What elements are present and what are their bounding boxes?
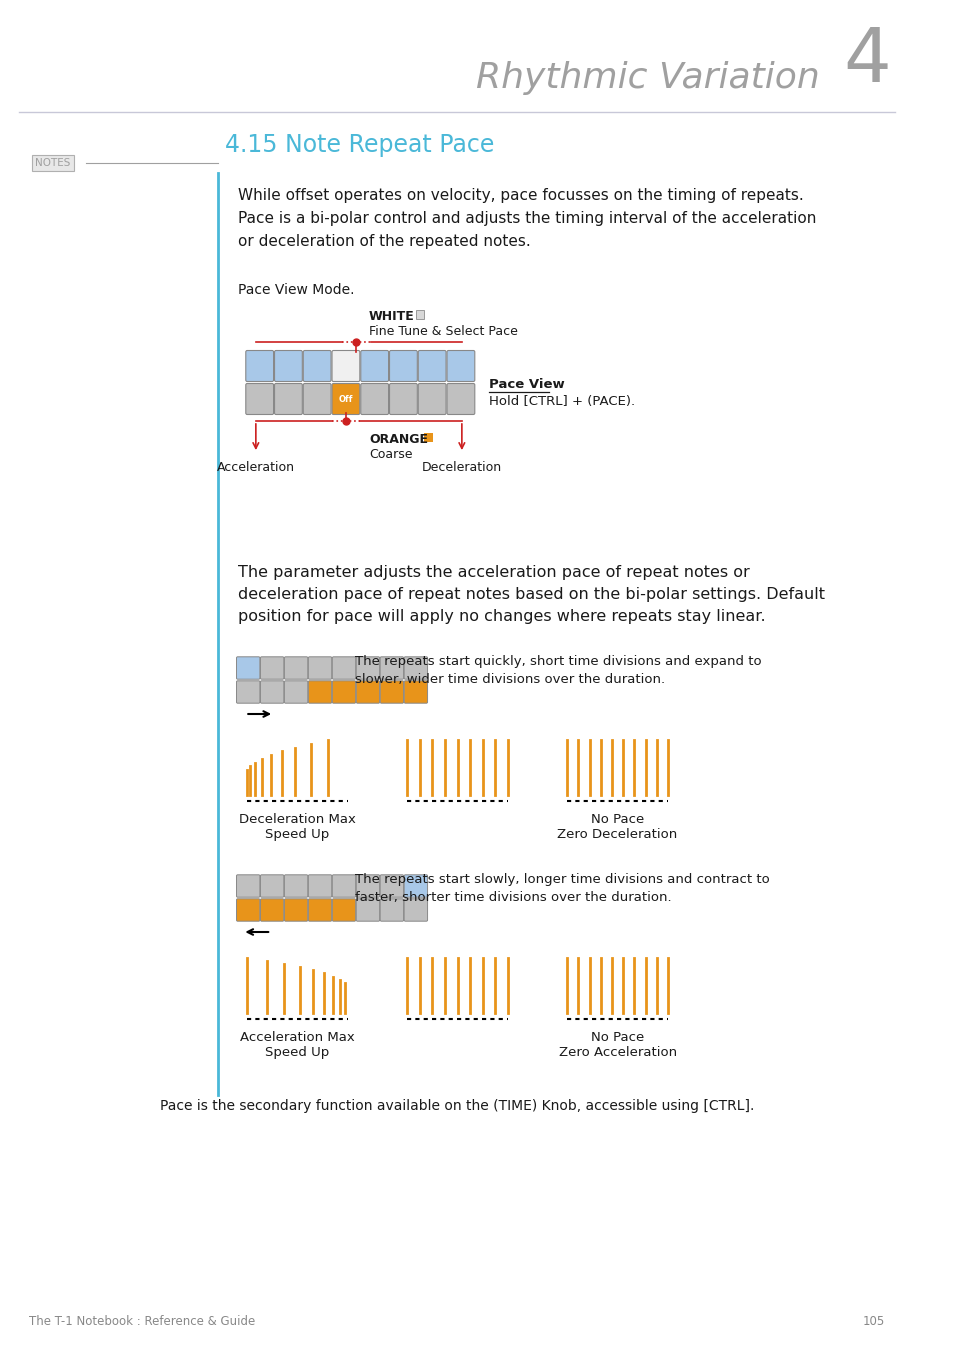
FancyBboxPatch shape (380, 657, 403, 679)
Text: Fine Tune & Select Pace: Fine Tune & Select Pace (369, 325, 517, 338)
FancyBboxPatch shape (332, 383, 359, 414)
Text: 4: 4 (842, 26, 890, 99)
Text: 4.15 Note Repeat Pace: 4.15 Note Repeat Pace (225, 134, 494, 157)
FancyBboxPatch shape (308, 680, 332, 703)
FancyBboxPatch shape (380, 899, 403, 921)
Text: Pace View Mode.: Pace View Mode. (237, 284, 354, 297)
Text: Deceleration: Deceleration (421, 460, 501, 474)
Text: Acceleration: Acceleration (216, 460, 294, 474)
Text: The repeats start slowly, longer time divisions and contract to
faster, shorter : The repeats start slowly, longer time di… (355, 873, 768, 905)
FancyBboxPatch shape (404, 899, 427, 921)
Text: NOTES: NOTES (35, 158, 71, 167)
FancyBboxPatch shape (236, 680, 259, 703)
FancyBboxPatch shape (355, 680, 379, 703)
FancyBboxPatch shape (308, 657, 332, 679)
FancyBboxPatch shape (417, 351, 446, 382)
FancyBboxPatch shape (303, 351, 331, 382)
FancyBboxPatch shape (284, 899, 308, 921)
FancyBboxPatch shape (284, 680, 308, 703)
FancyBboxPatch shape (236, 875, 259, 898)
FancyBboxPatch shape (274, 351, 302, 382)
FancyBboxPatch shape (404, 657, 427, 679)
FancyBboxPatch shape (404, 680, 427, 703)
FancyBboxPatch shape (447, 383, 475, 414)
FancyBboxPatch shape (332, 875, 355, 898)
FancyBboxPatch shape (246, 351, 274, 382)
FancyBboxPatch shape (332, 899, 355, 921)
FancyBboxPatch shape (360, 383, 388, 414)
FancyBboxPatch shape (404, 875, 427, 898)
FancyBboxPatch shape (380, 680, 403, 703)
FancyBboxPatch shape (308, 899, 332, 921)
Text: Coarse: Coarse (369, 448, 412, 460)
FancyBboxPatch shape (236, 899, 259, 921)
Text: The repeats start quickly, short time divisions and expand to
slower, wider time: The repeats start quickly, short time di… (355, 655, 760, 686)
FancyBboxPatch shape (284, 657, 308, 679)
FancyBboxPatch shape (380, 875, 403, 898)
Text: 105: 105 (862, 1315, 884, 1328)
Text: Rhythmic Variation: Rhythmic Variation (475, 61, 819, 95)
FancyBboxPatch shape (260, 899, 284, 921)
FancyBboxPatch shape (332, 657, 355, 679)
Text: Pace is the secondary function available on the (TIME) Knob, accessible using [C: Pace is the secondary function available… (160, 1099, 754, 1112)
Bar (416, 310, 424, 319)
FancyBboxPatch shape (355, 875, 379, 898)
FancyBboxPatch shape (308, 875, 332, 898)
Text: WHITE: WHITE (369, 310, 415, 323)
FancyBboxPatch shape (389, 383, 416, 414)
Text: Hold [CTRL] + (PACE).: Hold [CTRL] + (PACE). (488, 396, 634, 408)
FancyBboxPatch shape (417, 383, 446, 414)
FancyBboxPatch shape (360, 351, 388, 382)
FancyBboxPatch shape (260, 680, 284, 703)
FancyBboxPatch shape (274, 383, 302, 414)
FancyBboxPatch shape (332, 680, 355, 703)
Text: No Pace
Zero Deceleration: No Pace Zero Deceleration (557, 813, 677, 841)
Bar (424, 433, 433, 441)
FancyBboxPatch shape (284, 875, 308, 898)
Text: While offset operates on velocity, pace focusses on the timing of repeats.
Pace : While offset operates on velocity, pace … (237, 188, 815, 248)
Text: Pace View: Pace View (488, 378, 564, 392)
FancyBboxPatch shape (260, 875, 284, 898)
FancyBboxPatch shape (303, 383, 331, 414)
Text: Deceleration Max
Speed Up: Deceleration Max Speed Up (239, 813, 355, 841)
FancyBboxPatch shape (246, 383, 274, 414)
FancyBboxPatch shape (355, 899, 379, 921)
Text: Acceleration Max
Speed Up: Acceleration Max Speed Up (240, 1031, 355, 1058)
FancyBboxPatch shape (332, 351, 359, 382)
Text: ORANGE: ORANGE (369, 433, 428, 446)
FancyBboxPatch shape (236, 657, 259, 679)
Text: No Pace
Zero Acceleration: No Pace Zero Acceleration (558, 1031, 676, 1058)
Text: The T-1 Notebook : Reference & Guide: The T-1 Notebook : Reference & Guide (29, 1315, 254, 1328)
FancyBboxPatch shape (447, 351, 475, 382)
FancyBboxPatch shape (355, 657, 379, 679)
Text: Off: Off (338, 396, 353, 405)
FancyBboxPatch shape (260, 657, 284, 679)
Text: The parameter adjusts the acceleration pace of repeat notes or
deceleration pace: The parameter adjusts the acceleration p… (237, 566, 823, 625)
FancyBboxPatch shape (389, 351, 416, 382)
